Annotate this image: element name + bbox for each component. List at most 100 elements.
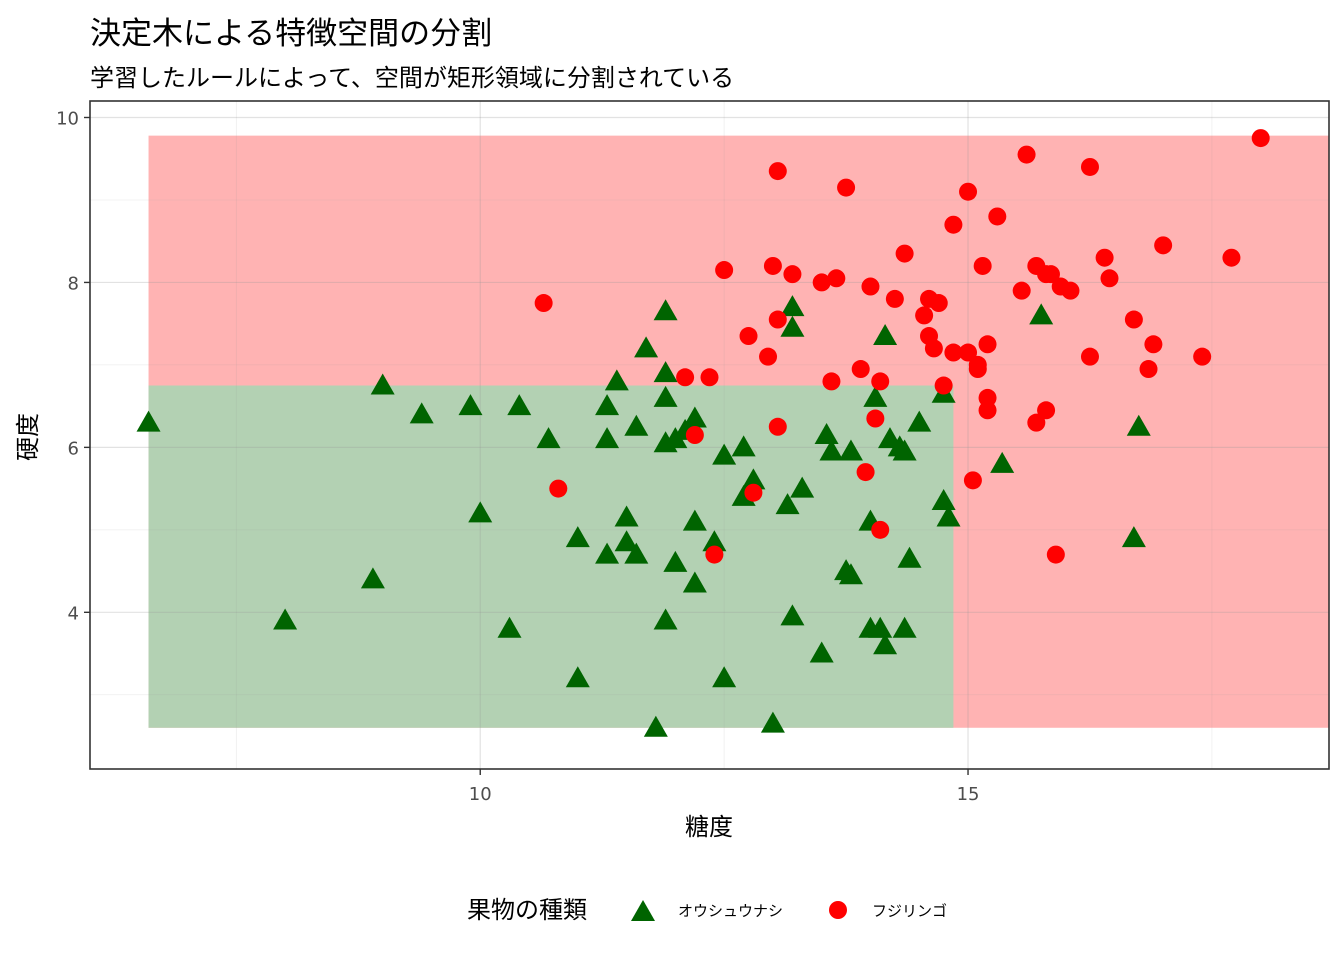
pear-point — [1029, 303, 1054, 325]
pear-point — [702, 530, 727, 552]
pear-point — [682, 406, 707, 428]
apple-point — [866, 409, 885, 428]
apple-point — [1017, 145, 1036, 164]
apple-point — [978, 401, 997, 420]
apple-point — [973, 256, 992, 275]
x-axis-title: 糖度 — [685, 813, 733, 841]
apple-point — [705, 545, 724, 564]
apple-point — [1139, 360, 1158, 379]
legend-label-pear: オウシュウナシ — [678, 902, 783, 920]
pear-point — [990, 451, 1015, 473]
apple-point — [959, 182, 978, 201]
y-tick-label: 6 — [68, 438, 79, 459]
apple-point — [1080, 347, 1099, 366]
apple-point — [1012, 281, 1031, 300]
y-tick-label: 4 — [68, 603, 79, 624]
pear-point — [838, 439, 863, 461]
pear-point — [624, 542, 649, 564]
apple-point — [783, 265, 802, 284]
apple-point — [676, 368, 695, 387]
axis-ticks: 10 15 4 6 8 10 — [56, 108, 979, 805]
pear-point — [897, 546, 922, 568]
pear-point — [907, 410, 932, 432]
apple-point — [915, 306, 934, 325]
pear-point — [653, 608, 678, 630]
pear-point — [863, 385, 888, 407]
pear-point — [873, 324, 898, 346]
apple-point — [1193, 347, 1212, 366]
apple-point — [1124, 310, 1143, 329]
pear-point — [780, 315, 805, 337]
pear-point — [682, 509, 707, 531]
pear-point — [936, 505, 961, 527]
data-points — [136, 129, 1344, 737]
decision-regions — [148, 135, 1329, 728]
pear-point — [838, 563, 863, 585]
pear-point — [931, 488, 956, 510]
y-axis-title: 硬度 — [14, 413, 42, 461]
chart-subtitle: 学習したルールによって、空間が矩形領域に分割されている — [90, 64, 735, 92]
y-tick-label: 8 — [68, 273, 79, 294]
apple-point — [856, 463, 875, 482]
pear-point — [565, 666, 590, 688]
apple-point — [812, 273, 831, 292]
pear-point — [604, 369, 629, 391]
apple-point — [934, 376, 953, 395]
pear-point — [712, 443, 737, 465]
apple-point — [768, 162, 787, 181]
pear-point — [809, 641, 834, 663]
apple-point — [1222, 248, 1241, 267]
apple-point — [1027, 413, 1046, 432]
apple-point — [944, 343, 963, 362]
apple-point — [929, 294, 948, 313]
pear-point — [663, 550, 688, 572]
legend-circle-marker — [829, 901, 847, 919]
pear-point — [370, 373, 395, 395]
pear-point — [712, 666, 737, 688]
pear-point — [892, 439, 917, 461]
pear-point — [775, 493, 800, 515]
apple-point — [959, 343, 978, 362]
pear-point — [595, 394, 620, 416]
pear-point — [468, 501, 493, 523]
apple-point — [1144, 335, 1163, 354]
apple-point — [1061, 281, 1080, 300]
apple-point — [978, 335, 997, 354]
pear-point — [868, 616, 893, 638]
pear-point — [760, 711, 785, 733]
apple-point — [1095, 248, 1114, 267]
apple-point — [1041, 265, 1060, 284]
apple-point — [1154, 236, 1173, 255]
pear-point — [614, 505, 639, 527]
apple-point — [822, 372, 841, 391]
apple-point — [700, 368, 719, 387]
panel-border — [89, 100, 1330, 770]
apple-point — [988, 207, 1007, 226]
pear-point — [682, 571, 707, 593]
pear-point — [136, 410, 161, 432]
apple-point — [1340, 199, 1344, 217]
pear-point — [873, 633, 898, 655]
apple-point — [1330, 508, 1344, 526]
apple-point — [1251, 129, 1270, 148]
legend-title: 果物の種類 — [467, 896, 587, 924]
pear-point — [819, 439, 844, 461]
x-tick-label: 10 — [469, 784, 492, 805]
pear-point — [780, 604, 805, 626]
pear-point — [741, 468, 766, 490]
pear-point — [653, 361, 678, 383]
scatter-chart: 10 15 4 6 8 10 糖度 硬度 — [14, 100, 1344, 841]
apple-point — [739, 327, 758, 346]
pear-point — [507, 394, 532, 416]
y-tick-label: 10 — [56, 108, 79, 129]
pear-point — [643, 715, 668, 737]
apple-point — [871, 520, 890, 539]
pear-point — [595, 427, 620, 449]
legend: 果物の種類 オウシュウナシ フジリンゴ — [467, 896, 947, 924]
pear-point — [634, 336, 659, 358]
legend-label-apple: フジリンゴ — [872, 902, 947, 920]
apple-point — [759, 347, 778, 366]
apple-point — [944, 215, 963, 234]
pear-point — [360, 567, 385, 589]
apple-point — [768, 310, 787, 329]
